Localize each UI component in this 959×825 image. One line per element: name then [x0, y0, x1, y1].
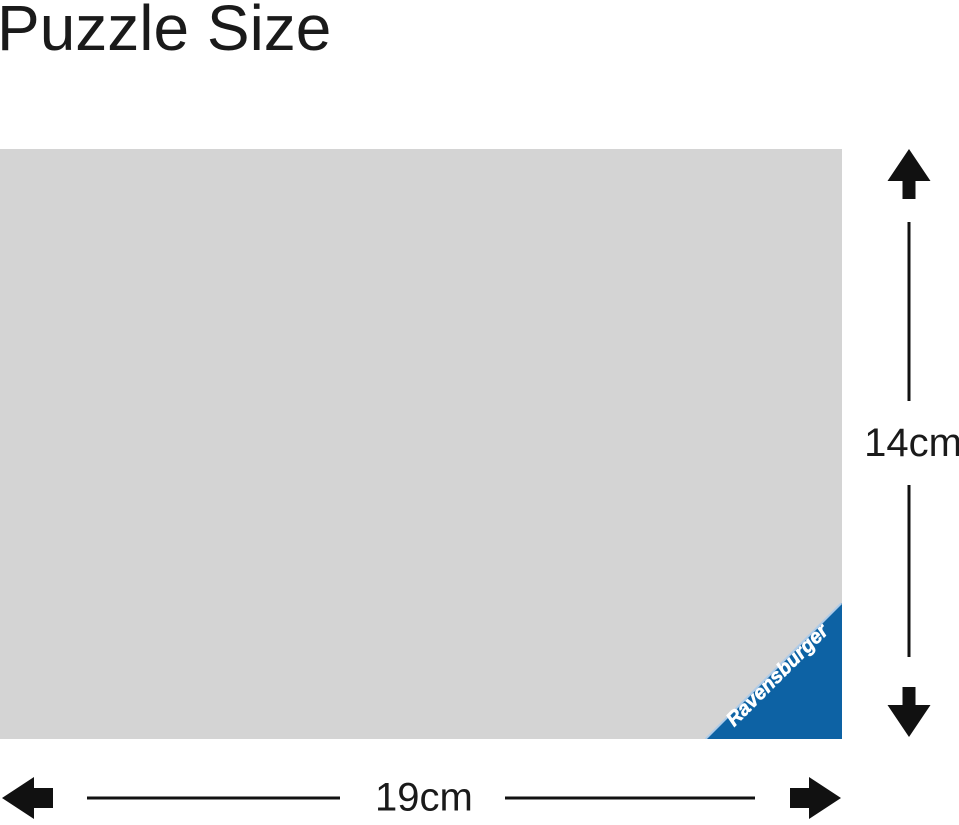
svg-text:Ravensburger: Ravensburger [722, 619, 834, 731]
